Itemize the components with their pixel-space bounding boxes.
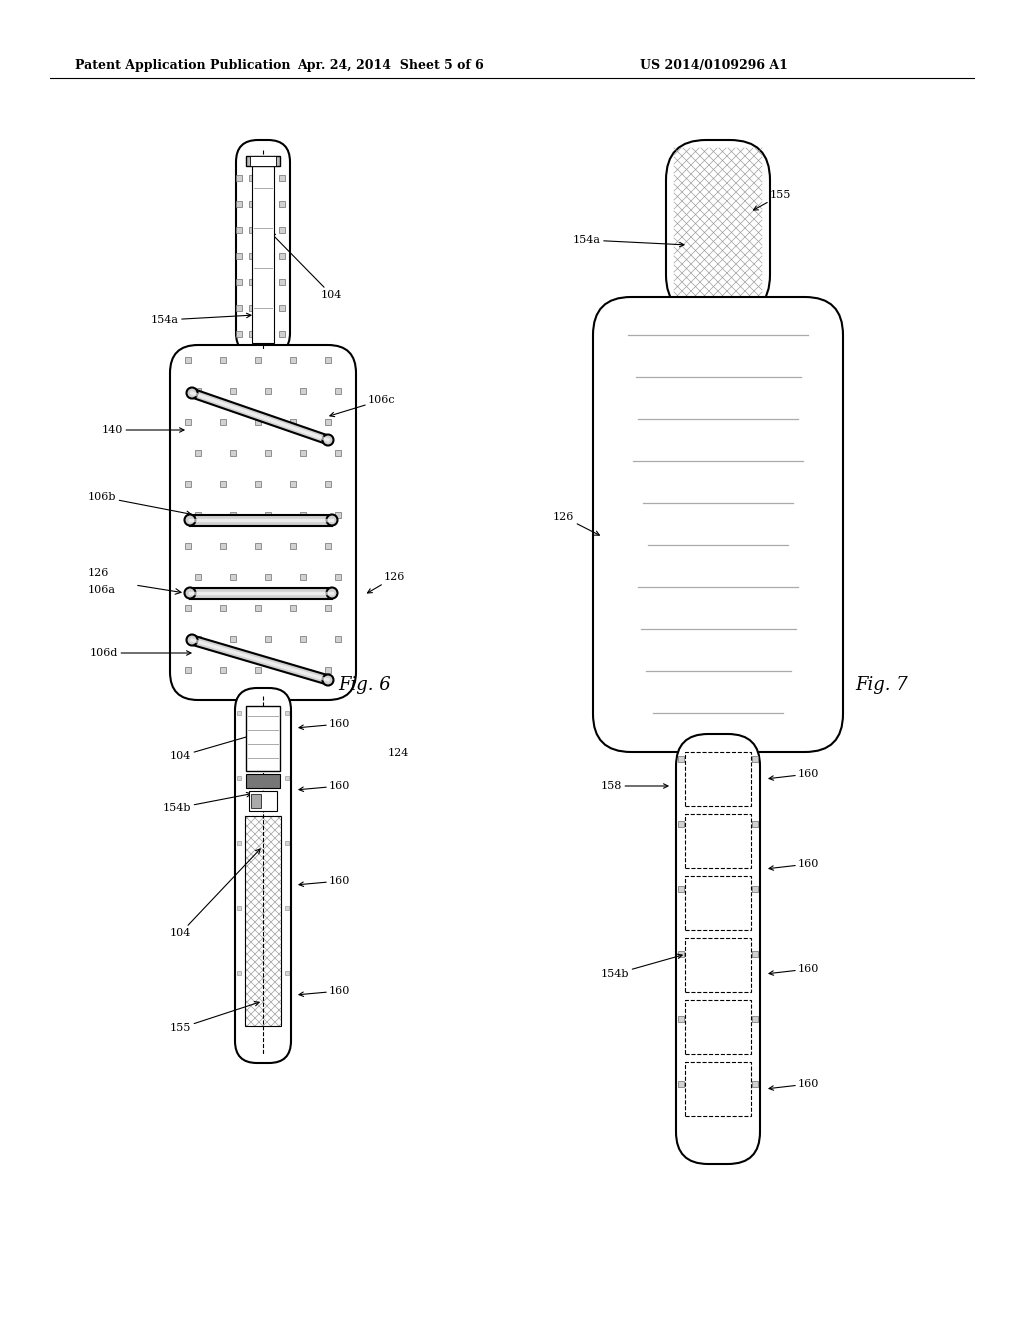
Text: 155: 155 [754,190,792,210]
FancyBboxPatch shape [170,345,356,700]
Text: 154a: 154a [573,235,684,247]
Text: 160: 160 [769,770,819,780]
FancyBboxPatch shape [236,140,290,355]
Text: 160: 160 [299,986,350,997]
Text: 126: 126 [88,568,110,578]
Circle shape [184,587,196,598]
Circle shape [323,675,334,685]
Text: Patent Application Publication: Patent Application Publication [75,58,291,71]
Text: Apr. 24, 2014  Sheet 5 of 6: Apr. 24, 2014 Sheet 5 of 6 [297,58,483,71]
Bar [250,156,276,166]
Text: Fig. 7: Fig. 7 [855,676,907,694]
Bar [685,1063,751,1115]
Bar [685,1001,751,1053]
Polygon shape [190,587,332,598]
Bar [245,816,281,1026]
Text: Fig. 6: Fig. 6 [338,676,391,694]
Text: 160: 160 [299,781,350,792]
FancyBboxPatch shape [234,688,291,1063]
Text: 160: 160 [299,876,350,887]
Text: 158: 158 [601,781,668,791]
Bar [246,706,280,771]
Text: 106a: 106a [88,585,116,595]
FancyBboxPatch shape [666,140,770,315]
Bar [246,156,280,166]
Bar [251,795,261,808]
Text: 106d: 106d [90,648,191,657]
Bar [685,939,751,993]
Text: 155: 155 [170,1002,259,1034]
Bar [252,158,274,343]
Circle shape [327,515,338,525]
Text: 160: 160 [299,719,350,730]
Text: 160: 160 [769,859,819,870]
Text: 104: 104 [170,733,256,762]
Text: 160: 160 [769,964,819,975]
Text: 126: 126 [368,572,406,593]
FancyBboxPatch shape [593,297,843,752]
Circle shape [184,515,196,525]
Bar [685,814,751,869]
Text: 106c: 106c [330,395,395,417]
Text: 126: 126 [553,512,599,535]
Polygon shape [190,635,330,685]
Text: 106b: 106b [88,492,191,516]
Circle shape [327,587,338,598]
Bar [685,752,751,807]
Bar [249,791,278,810]
Polygon shape [190,388,330,445]
Text: 160: 160 [769,1078,819,1090]
Text: 154b: 154b [163,792,251,813]
Circle shape [323,434,334,446]
Text: 154b: 154b [601,954,682,979]
Text: 104: 104 [270,232,342,300]
Circle shape [186,388,198,399]
FancyBboxPatch shape [676,734,760,1164]
Bar [246,774,280,788]
Text: US 2014/0109296 A1: US 2014/0109296 A1 [640,58,787,71]
Text: 140: 140 [102,425,184,436]
Circle shape [186,635,198,645]
Text: 104: 104 [170,849,260,939]
Bar [685,876,751,931]
Text: 154a: 154a [151,313,251,325]
Polygon shape [190,515,332,525]
Text: 124: 124 [388,748,410,758]
